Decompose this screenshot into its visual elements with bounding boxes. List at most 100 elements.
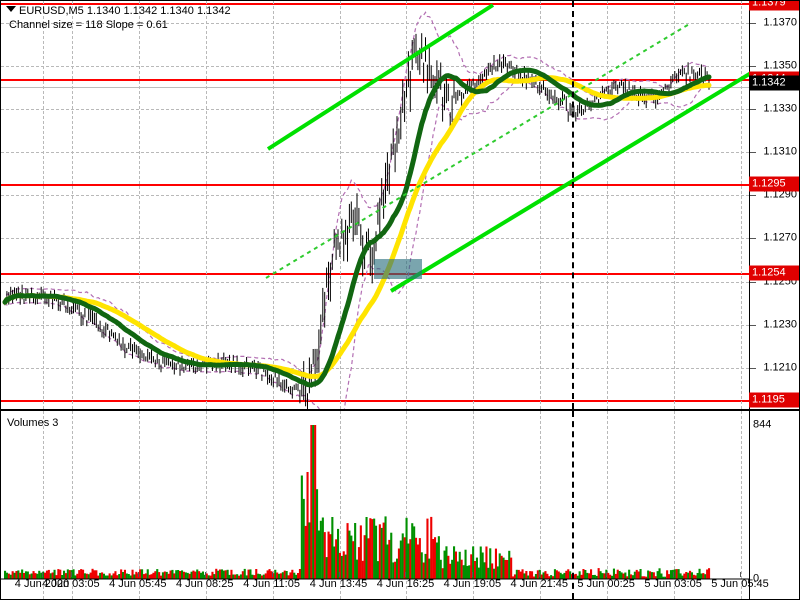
time-tick-mark: [673, 572, 675, 577]
grid-line-vertical: [540, 1, 542, 409]
period-separator-line: [572, 1, 574, 409]
time-tick-mark: [42, 572, 43, 577]
grid-line-vertical: [674, 1, 676, 409]
grid-line-vertical: [339, 411, 341, 599]
grid-line-vertical: [339, 1, 341, 409]
price-tick-label: 1.1210: [763, 361, 797, 374]
trendline-lower[interactable]: [389, 71, 749, 293]
time-tick-mark: [539, 572, 541, 577]
price-tick-label: 1.1370: [763, 16, 797, 29]
price-tick-mark: [750, 108, 756, 110]
grid-line-vertical: [205, 411, 207, 599]
price-tick-label: 1.1330: [763, 102, 797, 115]
time-tick-label: 4 Jun 19:05: [443, 578, 502, 590]
price-tick-mark: [750, 152, 756, 154]
grid-line-horizontal: [1, 108, 749, 110]
price-level-line[interactable]: [1, 3, 749, 6]
price-tick-label: 1.1290: [763, 188, 797, 201]
time-tick-label: 4 Jun 2020: [14, 578, 70, 590]
price-plot-area[interactable]: EURUSD,M5 1.1340 1.1342 1.1340 1.1342 Ch…: [1, 1, 749, 409]
grid-line-horizontal: [1, 152, 749, 154]
price-level-line[interactable]: [1, 400, 749, 403]
trendline-upper[interactable]: [266, 3, 495, 151]
grid-line-vertical: [272, 411, 274, 599]
time-tick-mark: [70, 572, 72, 577]
price-tick-label: 1.1350: [763, 59, 797, 72]
grid-line-vertical: [473, 1, 475, 409]
time-tick-label: 5 Jun 03:05: [644, 578, 702, 590]
chart-title: EURUSD,M5 1.1340 1.1342 1.1340 1.1342: [19, 5, 231, 17]
price-tick-label: 1.1270: [763, 231, 797, 244]
grid-line-vertical: [138, 1, 140, 409]
grid-line-horizontal: [1, 281, 749, 283]
volume-tick-label: 844: [753, 418, 772, 431]
price-bars: [4, 33, 710, 409]
grid-line-horizontal: [1, 65, 749, 67]
price-chart-pane[interactable]: EURUSD,M5 1.1340 1.1342 1.1340 1.1342 Ch…: [0, 0, 800, 410]
bollinger-upper-band: [4, 11, 710, 376]
price-tick-label: 1.1310: [763, 145, 797, 158]
grid-line-vertical: [43, 1, 44, 409]
grid-line-vertical: [741, 1, 742, 409]
bid-price-line: [1, 87, 749, 89]
time-tick-label: 4 Jun 03:05: [42, 578, 100, 590]
moving-average-slow-line: [2, 75, 712, 379]
time-tick-mark: [606, 572, 608, 577]
price-tick-mark: [750, 281, 756, 283]
grid-line-horizontal: [1, 22, 749, 24]
price-tick-mark: [750, 238, 756, 240]
time-tick-label: 5 Jun 05:45: [711, 578, 769, 590]
grid-line-vertical: [43, 411, 44, 599]
time-tick-label: 4 Jun 11:05: [243, 578, 300, 590]
current-price-label[interactable]: 1.1342: [749, 75, 799, 91]
chart-subtitle: Channel size = 118 Slope = 0.61: [9, 19, 168, 31]
grid-line-vertical: [607, 1, 609, 409]
moving-average-fast-line: [2, 67, 712, 388]
price-tick-label: 1.1230: [763, 318, 797, 331]
price-level-label[interactable]: 1.1195: [749, 392, 799, 408]
price-tick-mark: [750, 195, 756, 197]
grid-line-vertical: [741, 411, 742, 599]
volume-tick-label: 0: [753, 572, 760, 585]
grid-line-vertical: [406, 411, 408, 599]
time-tick-label: 4 Jun 13:45: [309, 578, 368, 590]
bollinger-lower-band: [4, 78, 710, 409]
volume-bars: [4, 425, 711, 579]
grid-line-vertical: [674, 411, 676, 599]
time-tick-mark: [271, 572, 273, 577]
time-tick-mark: [338, 572, 340, 577]
grid-line-vertical: [406, 1, 408, 409]
price-tick-mark: [750, 22, 756, 24]
volume-indicator-label: Volumes 3: [7, 417, 59, 429]
price-tick-mark: [750, 367, 756, 369]
time-tick-label: 5 Jun 00:25: [577, 578, 635, 590]
volume-series-layer: [1, 425, 749, 580]
price-tick-mark: [750, 65, 756, 67]
price-level-line[interactable]: [1, 184, 749, 187]
grid-line-horizontal: [1, 367, 749, 369]
grid-line-vertical: [138, 411, 140, 599]
price-level-label[interactable]: 1.1254: [749, 265, 799, 281]
price-level-label[interactable]: 1.1379: [749, 1, 799, 11]
price-axis[interactable]: 1.1370 1.1350 1.1330 1.1310 1.1290 1.1270 1.12…: [749, 1, 799, 409]
selection-rectangle[interactable]: [374, 259, 422, 279]
time-tick-label: 4 Jun 08:25: [175, 578, 234, 590]
grid-line-horizontal: [1, 195, 749, 197]
grid-line-vertical: [272, 1, 274, 409]
time-axis[interactable]: 4 Jun 2020 4 Jun 03:05 4 Jun 05:45 4 Jun 08…: [0, 572, 769, 600]
grid-line-vertical: [205, 1, 207, 409]
volume-chart-pane[interactable]: Volumes 3 844 0: [0, 410, 800, 600]
grid-line-horizontal: [1, 324, 749, 326]
price-level-label[interactable]: 1.1295: [749, 176, 799, 192]
volume-plot-area[interactable]: Volumes 3: [1, 411, 749, 599]
time-tick-mark: [740, 572, 741, 577]
price-series-layer: [2, 3, 749, 409]
chevron-down-icon[interactable]: [6, 6, 16, 12]
volume-axis[interactable]: 844 0: [749, 411, 799, 599]
time-tick-label: 4 Jun 21:45: [510, 578, 569, 590]
trendline-projection[interactable]: [265, 22, 692, 279]
time-tick-mark: [405, 572, 407, 577]
grid-line-vertical: [71, 411, 73, 599]
grid-line-vertical: [607, 411, 609, 599]
grid-line-vertical: [71, 1, 73, 409]
